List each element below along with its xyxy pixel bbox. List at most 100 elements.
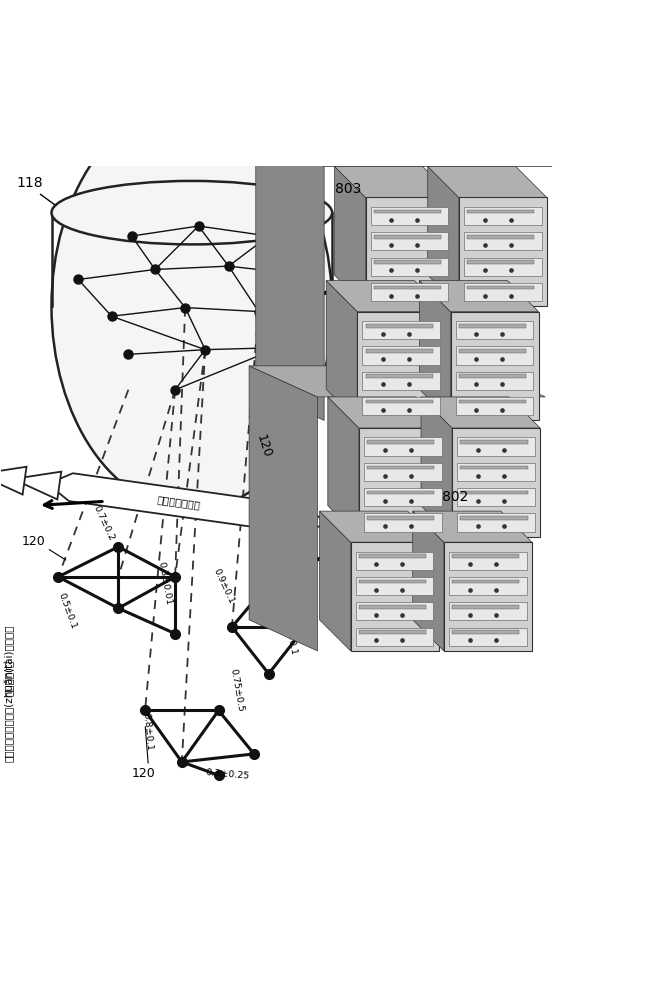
Bar (356, 577, 433, 595)
Bar (366, 349, 433, 353)
Bar (459, 400, 526, 403)
Bar (449, 628, 527, 646)
Bar (456, 321, 533, 339)
Bar (449, 577, 527, 595)
Bar (364, 463, 442, 481)
Polygon shape (328, 397, 447, 428)
Bar (366, 324, 433, 328)
Bar (460, 491, 527, 494)
Bar (367, 440, 435, 444)
Bar (464, 283, 541, 301)
Bar (460, 466, 527, 469)
Bar (356, 602, 433, 620)
Bar (452, 554, 519, 558)
Bar (362, 346, 440, 365)
Bar (450, 312, 539, 420)
Text: 0.8±0.1: 0.8±0.1 (142, 712, 154, 751)
Bar (371, 258, 448, 276)
Polygon shape (427, 166, 547, 197)
Bar (374, 235, 441, 239)
Bar (457, 463, 535, 481)
Bar (449, 602, 527, 620)
Bar (456, 346, 533, 365)
Text: 0.5±0.1: 0.5±0.1 (56, 592, 78, 630)
Bar (359, 554, 426, 558)
Bar (359, 630, 426, 634)
Text: 0.1±0.1: 0.1±0.1 (282, 617, 297, 656)
Polygon shape (421, 397, 452, 537)
Bar (452, 580, 519, 583)
Text: 統計的使用頻率: 統計的使用頻率 (156, 494, 201, 510)
Text: 0.3±0.01: 0.3±0.01 (156, 561, 173, 606)
Ellipse shape (52, 181, 332, 244)
Polygon shape (427, 166, 459, 306)
Bar (366, 400, 433, 403)
Bar (449, 552, 527, 570)
Bar (467, 286, 534, 289)
Bar (374, 286, 441, 289)
Bar (351, 542, 439, 651)
Bar (457, 488, 535, 506)
Polygon shape (335, 166, 454, 197)
Polygon shape (328, 397, 359, 537)
Bar (367, 466, 435, 469)
Bar (464, 232, 541, 250)
Text: 0.75±0.5: 0.75±0.5 (229, 668, 245, 712)
Text: 0.3±0.25: 0.3±0.25 (205, 769, 250, 781)
Text: 120: 120 (132, 767, 156, 780)
Bar (362, 321, 440, 339)
Polygon shape (249, 366, 317, 651)
Polygon shape (413, 511, 532, 542)
Bar (467, 260, 534, 264)
Polygon shape (319, 511, 439, 542)
Polygon shape (256, 135, 552, 166)
Bar (374, 260, 441, 264)
Text: 概率狀態(tài)圖中的邊: 概率狀態(tài)圖中的邊 (4, 625, 15, 696)
Bar (444, 542, 532, 651)
Bar (356, 628, 433, 646)
Bar (371, 207, 448, 225)
Bar (459, 324, 526, 328)
Bar (452, 630, 519, 634)
Bar (467, 235, 534, 239)
Polygon shape (421, 397, 540, 428)
Polygon shape (0, 467, 27, 495)
Polygon shape (419, 281, 539, 312)
Polygon shape (48, 473, 331, 533)
Bar (371, 232, 448, 250)
Bar (366, 374, 433, 378)
Bar (452, 605, 519, 609)
Bar (367, 516, 435, 520)
Bar (359, 428, 447, 537)
Bar (362, 397, 440, 415)
Polygon shape (256, 135, 324, 420)
Text: 802: 802 (442, 490, 469, 504)
Text: 803: 803 (336, 182, 362, 196)
Text: 118: 118 (16, 176, 43, 190)
Bar (452, 428, 540, 537)
Bar (459, 197, 547, 306)
Bar (460, 440, 527, 444)
Bar (364, 437, 442, 456)
Polygon shape (249, 366, 546, 397)
Bar (459, 374, 526, 378)
Bar (457, 437, 535, 456)
Bar (464, 258, 541, 276)
Bar (459, 349, 526, 353)
Bar (371, 283, 448, 301)
Bar (367, 491, 435, 494)
Bar (357, 312, 446, 420)
Bar (456, 372, 533, 390)
Bar (364, 513, 442, 532)
Polygon shape (413, 511, 444, 651)
Bar (359, 605, 426, 609)
Text: 用于語義知識圖的轉(zhuǎn)換: 用于語義知識圖的轉(zhuǎn)換 (4, 659, 15, 762)
Polygon shape (13, 472, 61, 499)
Bar (456, 397, 533, 415)
Polygon shape (419, 281, 450, 420)
Text: 120: 120 (254, 433, 274, 460)
Ellipse shape (52, 102, 332, 510)
Text: 0.7±0.2: 0.7±0.2 (92, 504, 116, 542)
Bar (460, 516, 527, 520)
Bar (359, 580, 426, 583)
